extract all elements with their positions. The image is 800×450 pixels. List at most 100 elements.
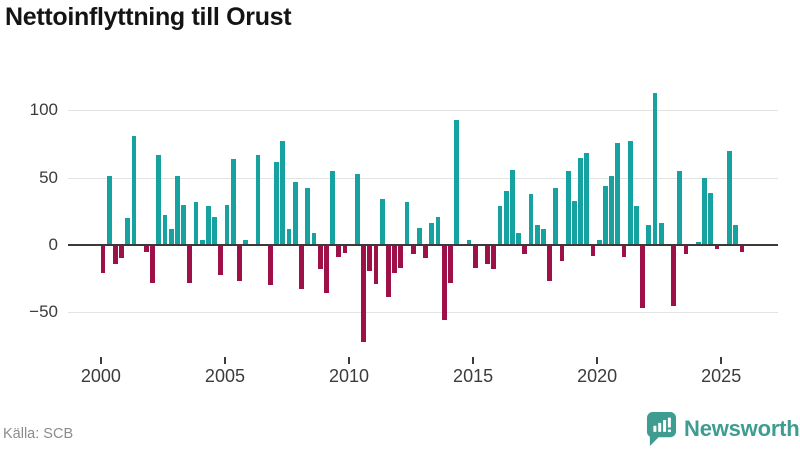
bar-2002-Q2 (156, 154, 162, 245)
x-tick-label-2015: 2015 (453, 366, 494, 386)
bar-2012-Q3 (410, 245, 416, 255)
bar-2001-Q1 (125, 218, 131, 245)
bar-2019-Q2 (578, 157, 584, 245)
bar-2007-Q3 (286, 228, 292, 245)
bar-2009-Q1 (323, 245, 329, 294)
bar-2024-Q3 (708, 192, 714, 245)
bar-2014-Q2 (454, 119, 459, 245)
x-tick-2015 (472, 357, 475, 364)
bar-2015-Q1 (472, 245, 478, 268)
bar-2020-Q3 (609, 176, 615, 245)
bar-2013-Q4 (441, 245, 447, 321)
bar-2006-Q2 (255, 154, 261, 245)
bar-2011-Q4 (392, 245, 397, 274)
bar-2020-Q2 (603, 185, 608, 245)
bar-2002-Q1 (150, 245, 156, 283)
bar-2018-Q3 (559, 245, 565, 262)
bar-2018-Q2 (553, 188, 559, 245)
x-tick-2020 (596, 357, 599, 364)
bar-2012-Q1 (398, 245, 404, 268)
bar-2024-Q2 (702, 177, 708, 245)
bar-2011-Q2 (379, 199, 385, 245)
newsworthy-speech-bubble-chart-icon (646, 412, 677, 446)
bar-2024-Q4 (714, 245, 720, 250)
bar-2021-Q4 (640, 245, 646, 309)
y-tick-label-100: 100 (29, 100, 58, 120)
bar-2009-Q2 (330, 170, 335, 245)
bar-2019-Q4 (590, 245, 596, 256)
bar-2003-Q1 (175, 176, 180, 245)
bar-2014-Q4 (466, 239, 472, 245)
bar-2008-Q1 (299, 245, 304, 290)
bar-2014-Q1 (447, 245, 453, 283)
bar-2002-Q4 (168, 228, 174, 245)
bar-2012-Q4 (416, 227, 422, 245)
bar-2002-Q3 (162, 215, 168, 245)
x-tick-2005 (223, 357, 226, 364)
bar-2020-Q4 (615, 142, 621, 245)
bar-2011-Q1 (373, 245, 379, 285)
bar-2021-Q2 (627, 141, 633, 245)
bar-2000-Q1 (100, 245, 106, 274)
bar-2012-Q2 (404, 201, 410, 245)
bar-2015-Q4 (491, 245, 497, 270)
bar-2013-Q3 (435, 216, 441, 245)
bar-2000-Q2 (106, 176, 112, 245)
bar-2017-Q1 (522, 245, 528, 255)
bar-2019-Q3 (584, 153, 590, 245)
bar-2005-Q4 (243, 239, 249, 245)
source-note: Källa: SCB (3, 426, 74, 442)
bar-2004-Q4 (218, 245, 224, 275)
bar-2025-Q4 (739, 245, 745, 252)
bar-2023-Q3 (683, 245, 689, 255)
bar-2024-Q1 (696, 242, 701, 245)
bar-2004-Q2 (206, 205, 211, 245)
bar-2025-Q3 (733, 224, 739, 245)
page-title: Nettoinflyttning till Orust (5, 3, 292, 31)
bar-2005-Q2 (230, 158, 236, 245)
x-tick-label-2025: 2025 (701, 366, 742, 386)
bar-2004-Q1 (199, 239, 205, 245)
bar-2021-Q1 (621, 245, 627, 258)
bar-2008-Q3 (311, 232, 317, 245)
x-tick-label-2010: 2010 (328, 366, 370, 386)
bar-2001-Q2 (131, 135, 137, 245)
bar-2003-Q2 (181, 204, 187, 245)
bar-2021-Q3 (634, 205, 639, 245)
bar-2004-Q3 (212, 216, 218, 245)
bar-2022-Q1 (646, 224, 652, 245)
y-gridline-100 (68, 110, 778, 112)
bar-2009-Q4 (342, 245, 348, 254)
bar-2019-Q1 (572, 200, 577, 245)
bar-2000-Q4 (119, 245, 124, 259)
y-tick-label-0: 0 (48, 235, 58, 254)
bar-2017-Q2 (528, 193, 534, 245)
x-tick-label-2005: 2005 (204, 366, 245, 386)
bar-2001-Q4 (144, 245, 149, 252)
bar-2020-Q1 (596, 239, 602, 245)
y-gridline-50 (68, 177, 778, 179)
bar-2000-Q3 (113, 245, 118, 264)
bar-2022-Q2 (652, 92, 658, 245)
bar-2008-Q2 (305, 188, 311, 245)
bar-2022-Q3 (658, 223, 664, 245)
bar-2008-Q4 (317, 245, 323, 270)
newsworthy-logo[interactable]: Newsworthy (646, 410, 800, 448)
bar-2013-Q2 (429, 223, 435, 245)
newsworthy-wordmark: Newsworthy (684, 416, 800, 441)
bar-2017-Q4 (541, 228, 546, 245)
x-tick-2025 (720, 357, 723, 364)
bar-2011-Q3 (385, 245, 391, 298)
bar-2007-Q2 (280, 141, 286, 245)
bar-2007-Q1 (274, 161, 280, 245)
bar-2003-Q4 (193, 201, 199, 245)
bar-2009-Q3 (336, 245, 342, 258)
bar-2016-Q4 (516, 232, 521, 245)
bar-2023-Q1 (671, 245, 677, 306)
bar-2010-Q4 (367, 245, 373, 271)
bar-2010-Q2 (354, 173, 360, 245)
y-gridline--50 (68, 312, 778, 314)
bar-2006-Q4 (268, 245, 273, 286)
bar-2023-Q2 (677, 170, 683, 245)
